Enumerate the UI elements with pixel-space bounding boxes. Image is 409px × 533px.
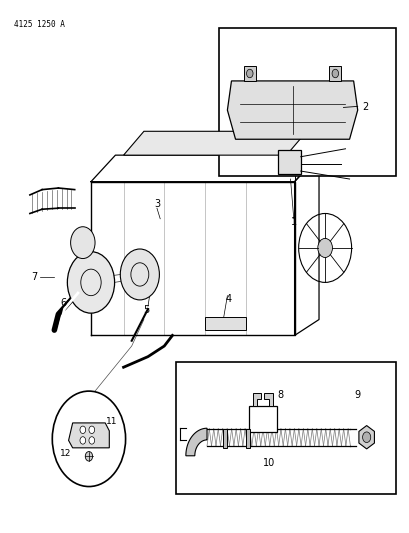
Polygon shape (243, 66, 255, 81)
Text: 7: 7 (31, 272, 38, 282)
Circle shape (89, 437, 94, 444)
Text: 2: 2 (362, 102, 368, 112)
Polygon shape (123, 131, 306, 155)
Text: 1: 1 (290, 217, 296, 228)
Circle shape (317, 238, 332, 257)
Circle shape (89, 426, 94, 433)
Text: 12: 12 (60, 449, 71, 458)
Polygon shape (252, 393, 261, 407)
Circle shape (331, 69, 338, 78)
Bar (176, 362, 396, 495)
Polygon shape (227, 81, 357, 139)
Bar (219, 28, 396, 176)
Text: 8: 8 (276, 390, 283, 400)
Circle shape (120, 249, 159, 300)
Bar (223, 429, 227, 448)
Bar (245, 429, 249, 448)
Bar (278, 150, 300, 174)
Bar (204, 317, 245, 330)
Bar (248, 407, 276, 432)
Text: 11: 11 (106, 417, 118, 426)
Polygon shape (328, 66, 341, 81)
Circle shape (85, 451, 92, 461)
Circle shape (80, 426, 85, 433)
Circle shape (80, 437, 85, 444)
Circle shape (70, 227, 95, 259)
Text: 5: 5 (142, 305, 149, 315)
Polygon shape (264, 393, 272, 407)
Circle shape (52, 391, 125, 487)
Text: 3: 3 (153, 199, 160, 209)
Polygon shape (68, 423, 109, 448)
Polygon shape (185, 428, 207, 456)
Text: 4125 1250 A: 4125 1250 A (13, 20, 64, 29)
Text: 4: 4 (225, 294, 231, 304)
Circle shape (246, 69, 252, 78)
Text: 9: 9 (354, 390, 360, 400)
Text: 10: 10 (263, 458, 275, 467)
Polygon shape (358, 425, 373, 449)
Circle shape (362, 432, 370, 442)
Circle shape (67, 252, 115, 313)
Text: 6: 6 (60, 297, 66, 308)
